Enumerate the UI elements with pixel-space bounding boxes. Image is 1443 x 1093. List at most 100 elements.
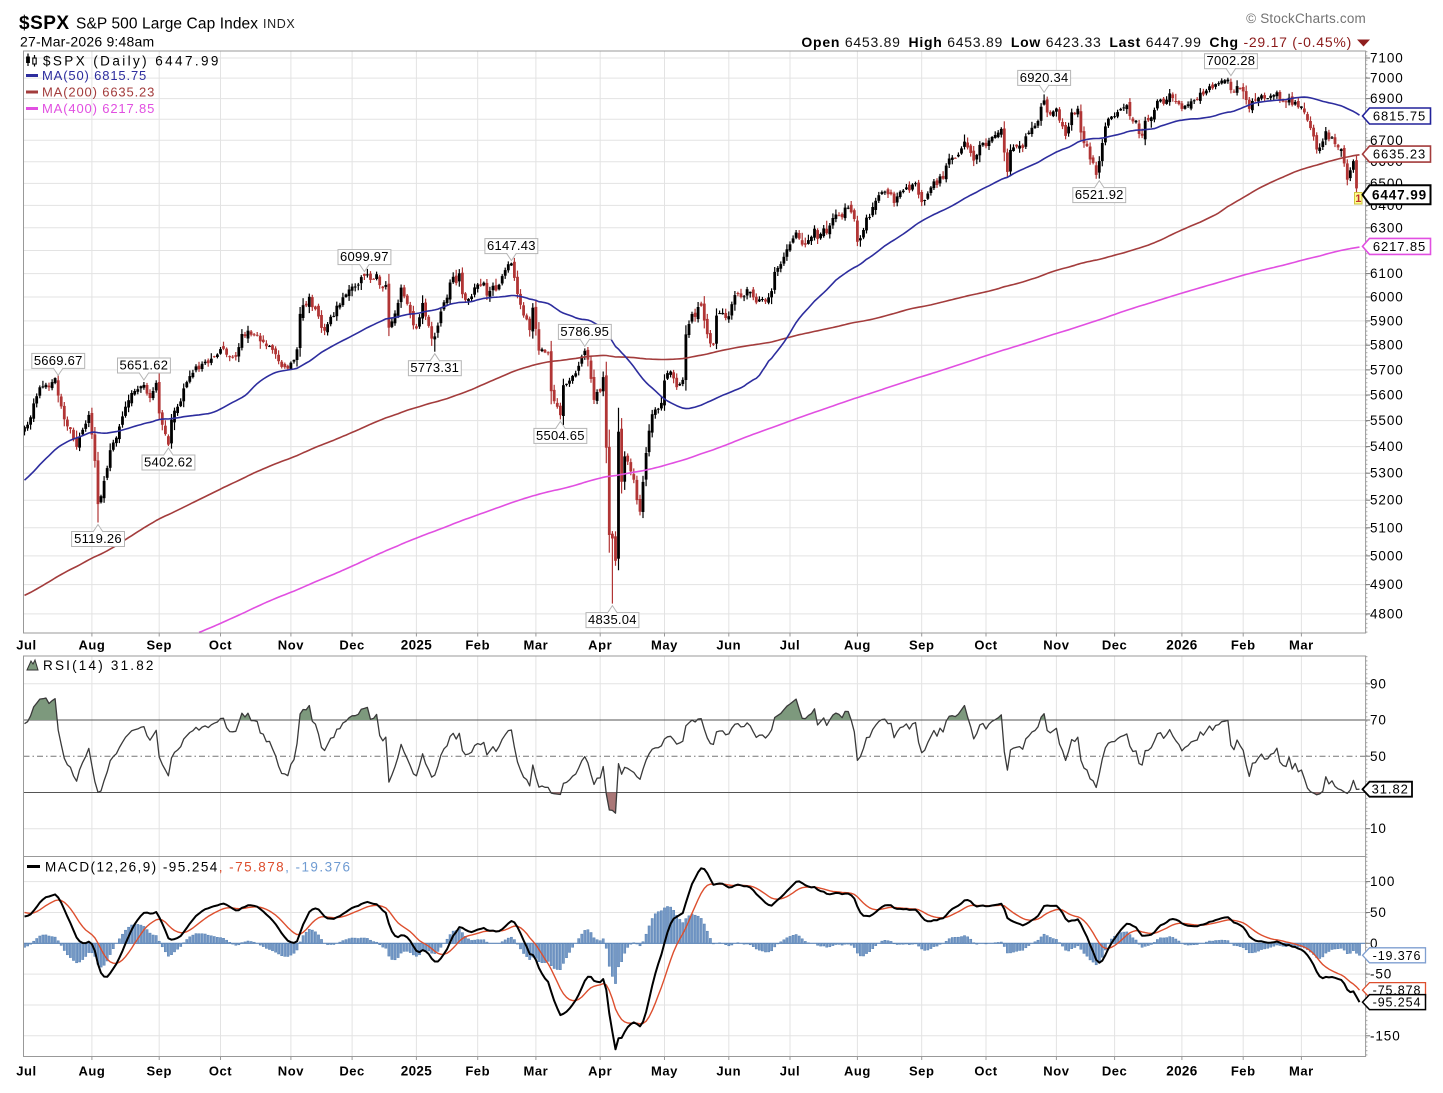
svg-text:Jul: Jul: [780, 1064, 800, 1079]
svg-text:MA(400) 6217.85: MA(400) 6217.85: [42, 101, 155, 116]
svg-text:Jun: Jun: [716, 1064, 741, 1079]
svg-text:Nov: Nov: [1043, 638, 1069, 653]
svg-text:5402.62: 5402.62: [144, 455, 193, 470]
svg-text:MA(50) 6815.75: MA(50) 6815.75: [42, 68, 147, 83]
svg-text:6900: 6900: [1370, 91, 1404, 106]
svg-text:6000: 6000: [1370, 290, 1404, 305]
svg-text:2026: 2026: [1166, 638, 1197, 653]
svg-text:7002.28: 7002.28: [1207, 53, 1256, 68]
svg-text:-19.376: -19.376: [1373, 949, 1422, 963]
svg-text:Dec: Dec: [339, 638, 365, 653]
svg-text:Aug: Aug: [844, 1064, 871, 1079]
svg-text:Jul: Jul: [16, 1064, 36, 1079]
svg-text:Dec: Dec: [1102, 1064, 1128, 1079]
svg-text:5504.65: 5504.65: [536, 428, 585, 443]
svg-text:Aug: Aug: [78, 1064, 105, 1079]
svg-text:5000: 5000: [1370, 548, 1404, 563]
svg-text:Open 6453.89 High 6453.89 Low: Open 6453.89 High 6453.89 Low 6423.33 La…: [801, 34, 1352, 50]
svg-text:100: 100: [1370, 874, 1395, 889]
svg-text:Oct: Oct: [974, 1064, 997, 1079]
svg-text:$SPX (Daily) 6447.99: $SPX (Daily) 6447.99: [43, 54, 221, 69]
svg-text:6521.92: 6521.92: [1075, 187, 1124, 202]
svg-text:5651.62: 5651.62: [120, 358, 169, 373]
svg-text:© StockCharts.com: © StockCharts.com: [1246, 11, 1366, 26]
svg-text:Apr: Apr: [588, 638, 612, 653]
svg-text:Aug: Aug: [78, 638, 105, 653]
svg-text:5773.31: 5773.31: [410, 360, 459, 375]
svg-text:Nov: Nov: [278, 638, 304, 653]
svg-text:2025: 2025: [401, 1064, 432, 1079]
svg-text:50: 50: [1370, 905, 1387, 920]
svg-text:70: 70: [1370, 713, 1387, 728]
svg-text:5600: 5600: [1370, 388, 1404, 403]
svg-text:5200: 5200: [1370, 493, 1404, 508]
svg-text:Jul: Jul: [16, 638, 36, 653]
svg-text:31.82: 31.82: [1372, 782, 1409, 797]
svg-text:Sep: Sep: [146, 1064, 172, 1079]
svg-text:5786.95: 5786.95: [560, 324, 609, 339]
svg-text:S&P 500 Large Cap Index: S&P 500 Large Cap Index: [76, 16, 258, 33]
svg-text:Jul: Jul: [780, 638, 800, 653]
svg-text:Mar: Mar: [1289, 1064, 1314, 1079]
svg-text:10: 10: [1370, 821, 1387, 836]
svg-text:4800: 4800: [1370, 606, 1404, 621]
svg-text:5800: 5800: [1370, 338, 1404, 353]
svg-text:-50: -50: [1370, 967, 1392, 982]
svg-text:Mar: Mar: [524, 638, 549, 653]
svg-text:Apr: Apr: [588, 1064, 612, 1079]
svg-text:0: 0: [1370, 936, 1378, 951]
svg-text:6447.99: 6447.99: [1372, 187, 1427, 202]
svg-text:5900: 5900: [1370, 313, 1404, 328]
svg-text:Feb: Feb: [1231, 638, 1256, 653]
svg-text:Oct: Oct: [974, 638, 997, 653]
svg-text:6217.85: 6217.85: [1373, 239, 1426, 254]
svg-text:Aug: Aug: [844, 638, 871, 653]
svg-text:Feb: Feb: [1231, 1064, 1256, 1079]
svg-text:5119.26: 5119.26: [74, 531, 122, 546]
svg-text:INDX: INDX: [263, 17, 295, 31]
svg-text:5500: 5500: [1370, 413, 1404, 428]
svg-text:Mar: Mar: [1289, 638, 1314, 653]
svg-text:6300: 6300: [1370, 220, 1404, 235]
svg-text:6920.34: 6920.34: [1020, 70, 1069, 85]
svg-text:6147.43: 6147.43: [487, 238, 536, 253]
svg-text:6100: 6100: [1370, 266, 1404, 281]
svg-text:27-Mar-2026 9:48am: 27-Mar-2026 9:48am: [20, 34, 154, 50]
svg-text:6099.97: 6099.97: [340, 249, 389, 264]
svg-text:Mar: Mar: [524, 1064, 549, 1079]
svg-text:$SPX: $SPX: [19, 13, 70, 34]
svg-text:Sep: Sep: [909, 638, 935, 653]
svg-text:-95.254: -95.254: [1373, 996, 1422, 1010]
svg-text:5100: 5100: [1370, 520, 1404, 535]
svg-text:1: 1: [1355, 193, 1361, 205]
svg-text:6700: 6700: [1370, 133, 1404, 148]
svg-text:RSI(14) 31.82: RSI(14) 31.82: [43, 658, 156, 673]
svg-text:6815.75: 6815.75: [1373, 109, 1426, 124]
svg-text:May: May: [651, 638, 678, 653]
svg-text:Oct: Oct: [209, 638, 232, 653]
svg-text:90: 90: [1370, 676, 1387, 691]
svg-text:5400: 5400: [1370, 439, 1404, 454]
svg-text:Dec: Dec: [339, 1064, 365, 1079]
svg-text:Nov: Nov: [1043, 1064, 1069, 1079]
svg-text:Feb: Feb: [465, 638, 490, 653]
svg-text:5669.67: 5669.67: [34, 353, 83, 368]
svg-text:May: May: [651, 1064, 678, 1079]
svg-text:Sep: Sep: [146, 638, 172, 653]
svg-text:4835.04: 4835.04: [588, 612, 637, 627]
svg-text:2025: 2025: [401, 638, 432, 653]
svg-text:-150: -150: [1370, 1028, 1401, 1043]
svg-text:7100: 7100: [1370, 51, 1404, 66]
svg-text:6635.23: 6635.23: [1373, 147, 1426, 162]
svg-text:5300: 5300: [1370, 466, 1404, 481]
svg-text:5700: 5700: [1370, 362, 1404, 377]
svg-text:Feb: Feb: [465, 1064, 490, 1079]
svg-text:Dec: Dec: [1102, 638, 1128, 653]
svg-text:Jun: Jun: [716, 638, 741, 653]
svg-text:Sep: Sep: [909, 1064, 935, 1079]
svg-text:MACD(12,26,9) -95.254, -75.878: MACD(12,26,9) -95.254, -75.878, -19.376: [45, 860, 351, 875]
svg-text:4900: 4900: [1370, 577, 1404, 592]
svg-text:MA(200) 6635.23: MA(200) 6635.23: [42, 85, 155, 100]
svg-text:Oct: Oct: [209, 1064, 232, 1079]
svg-text:2026: 2026: [1166, 1064, 1197, 1079]
